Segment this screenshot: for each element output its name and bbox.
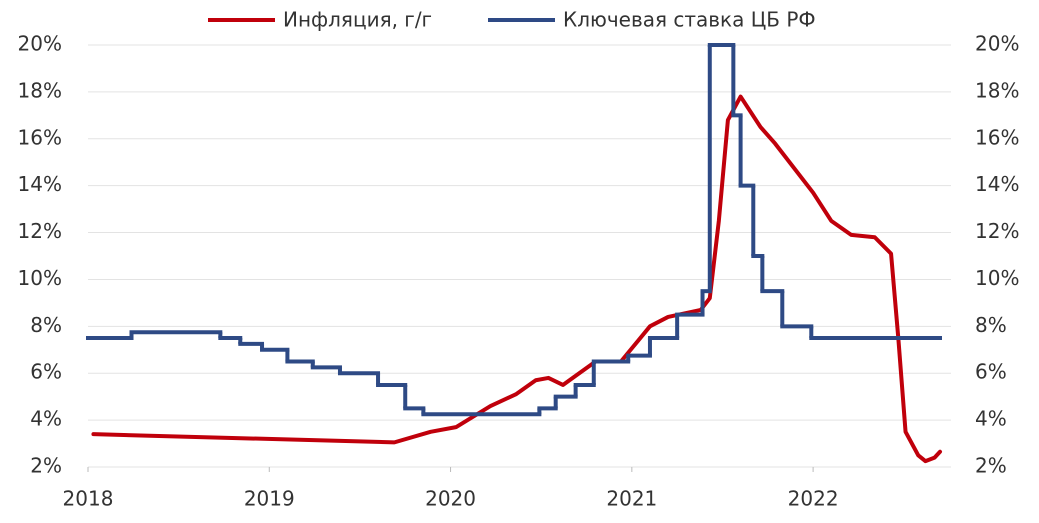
x-tick-label: 2019 — [244, 487, 295, 511]
y2-tick-label: 14% — [975, 172, 1019, 196]
y-tick-label: 6% — [30, 360, 62, 384]
y2-tick-label: 16% — [975, 125, 1019, 149]
y-tick-label: 20% — [18, 32, 62, 56]
x-tick-label: 2021 — [606, 487, 657, 511]
y2-tick-label: 18% — [975, 78, 1019, 102]
y-tick-label: 14% — [18, 172, 62, 196]
y2-tick-label: 4% — [975, 407, 1007, 431]
y-tick-label: 4% — [30, 407, 62, 431]
y2-tick-label: 10% — [975, 266, 1019, 290]
x-tick-label: 2020 — [425, 487, 476, 511]
y2-tick-label: 2% — [975, 454, 1007, 478]
y-tick-label: 10% — [18, 266, 62, 290]
y2-tick-label: 20% — [975, 32, 1019, 56]
y-tick-label: 8% — [30, 313, 62, 337]
y-tick-label: 18% — [18, 78, 62, 102]
y2-tick-label: 12% — [975, 219, 1019, 243]
y2-tick-label: 8% — [975, 313, 1007, 337]
line — [91, 94, 942, 464]
x-tick-label: 2018 — [63, 487, 114, 511]
y-tick-label: 2% — [30, 454, 62, 478]
y-tick-label: 12% — [18, 219, 62, 243]
legend-label: Инфляция, г/г — [283, 8, 432, 32]
y2-tick-label: 6% — [975, 360, 1007, 384]
y-tick-label: 16% — [18, 125, 62, 149]
x-tick-label: 2022 — [788, 487, 839, 511]
legend-label: Ключевая ставка ЦБ РФ — [563, 8, 816, 32]
step-riser — [129, 45, 814, 415]
